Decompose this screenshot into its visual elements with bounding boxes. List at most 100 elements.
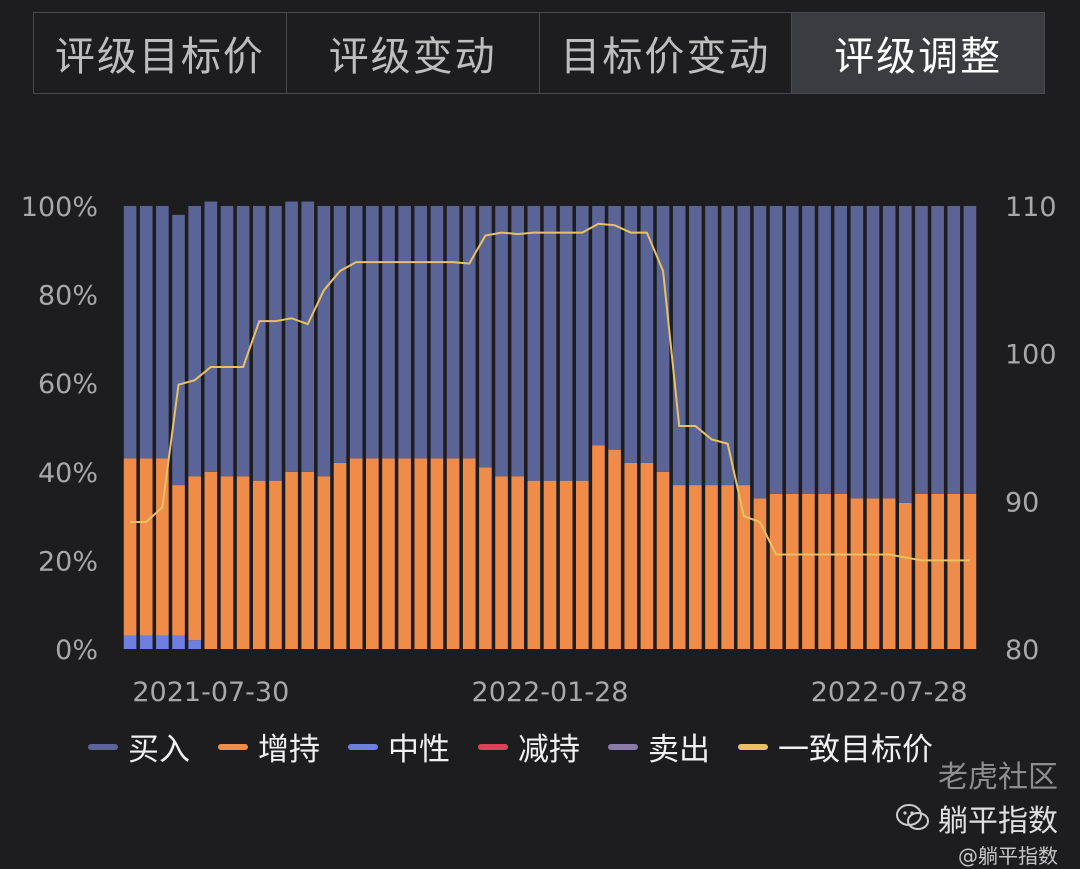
bar-买入-33: [656, 206, 670, 472]
bar-买入-23: [495, 206, 508, 477]
legend-swatch-target-price: [738, 743, 768, 750]
y-left-tick-label: 80%: [38, 281, 98, 312]
legend-swatch-overweight: [218, 743, 248, 750]
bar-买入-0: [123, 206, 137, 459]
bar-增持-24: [511, 476, 524, 649]
legend-swatch-buy: [88, 743, 118, 750]
x-tick-label: 2021-07-30: [132, 677, 289, 708]
bar-增持-11: [301, 471, 315, 649]
y-left-tick-label: 60%: [38, 369, 98, 400]
bar-增持-48: [899, 502, 912, 649]
bar-增持-33: [656, 471, 670, 649]
bar-增持-46: [866, 498, 880, 649]
bar-买入-6: [220, 206, 234, 477]
y-left-tick-label: 0%: [55, 635, 98, 666]
y-right-tick-label: 90: [1005, 487, 1039, 518]
legend-item-buy[interactable]: 买入: [88, 724, 190, 769]
y-right-tick-label: 100: [1005, 340, 1057, 371]
bar-中性-1: [139, 635, 153, 649]
bar-买入-41: [785, 206, 799, 494]
bar-增持-14: [349, 458, 363, 649]
bar-买入-18: [414, 206, 428, 459]
bar-买入-47: [882, 206, 896, 499]
watermark: 老虎社区 躺平指数 @躺平指数: [896, 752, 1058, 869]
bar-增持-40: [769, 493, 783, 649]
bar-买入-17: [398, 206, 411, 459]
wechat-icon: [896, 804, 929, 830]
rating-chart: 0% 20% 40% 60% 80% 100% 80 90 100 110 2021-07-30 20…: [21, 192, 1057, 708]
bar-增持-27: [559, 480, 573, 649]
legend-swatch-sell: [608, 743, 638, 750]
bar-增持-13: [333, 462, 347, 649]
chart-legend: 买入 增持 中性 减持 卖出 一致目标价: [88, 724, 933, 769]
target-price-line: [130, 222, 970, 562]
bar-增持-49: [915, 493, 928, 649]
bar-增持-21: [462, 458, 476, 649]
legend-label-sell: 卖出: [648, 732, 710, 768]
legend-item-target-price[interactable]: 一致目标价: [738, 724, 933, 769]
bar-增持-0: [123, 458, 137, 636]
bar-中性-4: [188, 640, 201, 649]
tab-rating-adjust[interactable]: 评级调整: [792, 13, 1044, 93]
bar-买入-2: [156, 206, 169, 459]
bar-增持-1: [139, 458, 153, 636]
legend-item-overweight[interactable]: 增持: [218, 724, 320, 769]
bar-买入-45: [850, 206, 864, 499]
bar-中性-3: [172, 635, 185, 649]
bar-增持-41: [785, 493, 799, 649]
bar-买入-21: [462, 206, 476, 459]
bar-增持-35: [689, 485, 702, 649]
bar-增持-3: [172, 485, 185, 636]
bar-增持-37: [721, 485, 734, 649]
bar-买入-7: [236, 206, 250, 477]
bar-增持-36: [705, 485, 718, 649]
bar-买入-5: [204, 201, 218, 472]
bar-增持-4: [188, 476, 201, 641]
bar-增持-6: [220, 476, 234, 649]
bar-买入-1: [139, 206, 153, 459]
bar-增持-50: [931, 493, 944, 649]
bar-中性-0: [123, 635, 137, 649]
bar-增持-7: [236, 476, 250, 649]
bar-买入-46: [866, 206, 880, 499]
bar-增持-43: [818, 493, 831, 649]
tab-rating-target[interactable]: 评级目标价: [34, 13, 287, 93]
bar-增持-38: [737, 485, 751, 649]
bar-增持-34: [672, 485, 686, 649]
watermark-community: 老虎社区: [938, 760, 1058, 795]
bar-买入-35: [689, 206, 702, 486]
bar-买入-10: [285, 201, 298, 472]
watermark-handle: @躺平指数: [958, 844, 1058, 868]
bar-买入-4: [188, 206, 201, 477]
legend-item-neutral[interactable]: 中性: [348, 724, 450, 769]
bar-买入-39: [753, 206, 767, 499]
watermark-account-name: 躺平指数: [938, 804, 1058, 839]
bar-买入-40: [769, 206, 783, 494]
bar-买入-50: [931, 206, 944, 494]
bar-买入-15: [366, 206, 379, 459]
tab-bar: 评级目标价 评级变动 目标价变动 评级调整: [33, 12, 1045, 94]
bar-买入-28: [576, 206, 589, 481]
bar-增持-26: [543, 480, 557, 649]
bar-增持-29: [592, 445, 605, 649]
bar-买入-25: [527, 206, 541, 481]
legend-label-overweight: 增持: [258, 732, 320, 768]
bar-买入-49: [915, 206, 928, 494]
bar-买入-52: [963, 206, 977, 494]
bar-买入-29: [592, 206, 605, 446]
tab-rating-change[interactable]: 评级变动: [287, 13, 540, 93]
bar-买入-43: [818, 206, 831, 494]
bar-买入-44: [834, 206, 848, 494]
legend-item-underweight[interactable]: 减持: [478, 724, 580, 769]
bar-增持-22: [479, 467, 492, 649]
bar-买入-30: [608, 206, 621, 450]
bar-增持-15: [366, 458, 379, 649]
y-left-tick-label: 40%: [38, 458, 98, 489]
bar-增持-23: [495, 476, 508, 649]
tab-target-change[interactable]: 目标价变动: [540, 13, 793, 93]
legend-item-sell[interactable]: 卖出: [608, 724, 710, 769]
legend-label-neutral: 中性: [388, 732, 450, 768]
bar-增持-42: [802, 493, 815, 649]
bar-增持-52: [963, 493, 977, 649]
y-right-tick-label: 110: [1005, 192, 1057, 223]
